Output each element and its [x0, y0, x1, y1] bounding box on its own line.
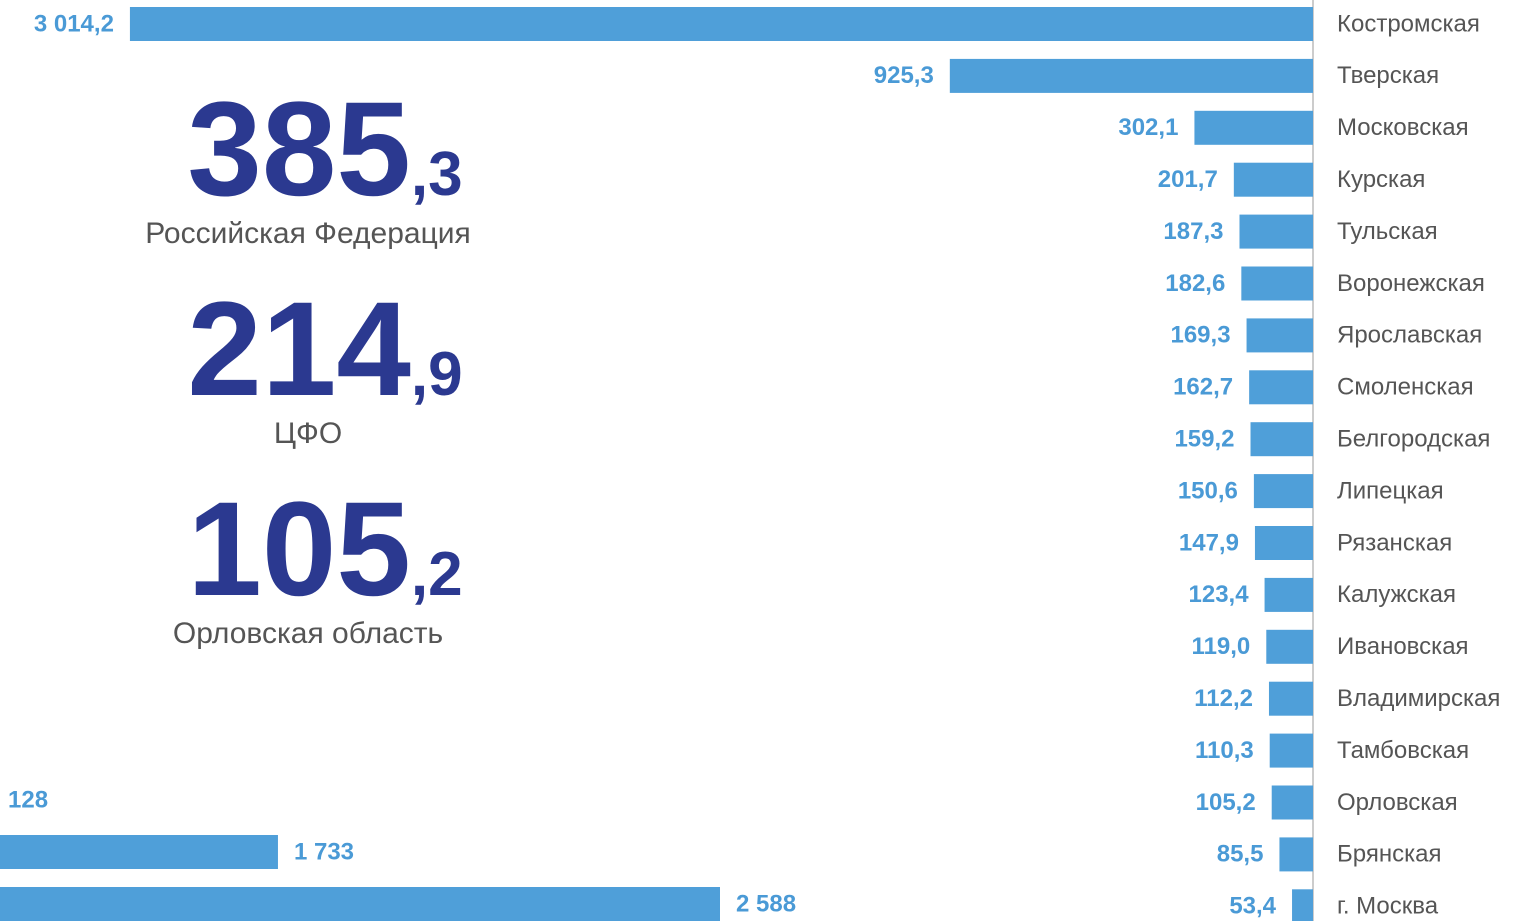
category-label: Орловская — [1337, 789, 1458, 816]
highlight-label: Российская Федерация — [145, 217, 471, 250]
bar — [1239, 214, 1313, 249]
bar — [1233, 162, 1313, 197]
bar — [1250, 422, 1313, 457]
category-label: Рязанская — [1337, 529, 1452, 556]
value-label: 302,1 — [1118, 114, 1178, 141]
value-label: 169,3 — [1170, 322, 1230, 349]
highlight-label: Орловская область — [173, 617, 443, 650]
category-label: Брянская — [1337, 841, 1441, 868]
highlight-fraction: ,2 — [411, 540, 463, 609]
category-label: Московская — [1337, 114, 1469, 141]
value-label: 85,5 — [1217, 841, 1264, 868]
category-label: Владимирская — [1337, 685, 1500, 712]
highlight-fraction: ,3 — [411, 140, 463, 209]
category-label: Тамбовская — [1337, 737, 1469, 764]
category-label: Калужская — [1337, 581, 1456, 608]
category-label: Тверская — [1337, 62, 1439, 89]
bar — [1249, 370, 1313, 405]
bar — [949, 58, 1313, 93]
highlight-label: ЦФО — [274, 417, 342, 450]
bar — [1241, 266, 1313, 301]
category-label: Костромская — [1337, 10, 1480, 37]
highlight-integer: 105 — [187, 475, 411, 624]
highlight-number: 105,2 — [187, 475, 462, 624]
highlight-number: 214,9 — [187, 275, 462, 424]
bar — [129, 7, 1313, 41]
value-label: 159,2 — [1174, 426, 1234, 453]
bar — [1269, 733, 1313, 768]
category-label: г. Москва — [1337, 893, 1439, 920]
bar — [1254, 526, 1313, 560]
bar — [1271, 785, 1313, 820]
bar — [1246, 318, 1313, 353]
value-label: 105,2 — [1196, 789, 1256, 816]
value-label: 187,3 — [1163, 218, 1223, 245]
bar — [1292, 889, 1313, 921]
value-label: 110,3 — [1195, 737, 1254, 764]
highlight-number: 385,3 — [187, 75, 462, 224]
bar — [1264, 577, 1313, 612]
value-label: 2 588 — [736, 890, 796, 917]
bar — [0, 835, 278, 869]
value-label: 201,7 — [1158, 166, 1218, 193]
category-label: Ярославская — [1337, 322, 1482, 349]
category-label: Смоленская — [1337, 374, 1474, 401]
category-label: Воронежская — [1337, 270, 1485, 297]
value-label: 3 014,2 — [34, 10, 114, 37]
category-label: Белгородская — [1337, 426, 1490, 453]
category-label: Липецкая — [1337, 477, 1444, 504]
value-label: 150,6 — [1178, 477, 1238, 504]
highlight-integer: 214 — [187, 275, 411, 424]
bar — [1194, 110, 1313, 145]
value-label: 123,4 — [1189, 581, 1250, 608]
value-label: 162,7 — [1173, 374, 1233, 401]
bar — [1253, 474, 1313, 509]
value-label: 128 — [8, 786, 48, 813]
value-label: 53,4 — [1229, 893, 1276, 920]
value-label: 1 733 — [294, 838, 354, 865]
bar — [0, 887, 720, 921]
bar — [1266, 629, 1313, 664]
bar — [1268, 681, 1313, 716]
value-label: 147,9 — [1179, 529, 1239, 556]
highlight-fraction: ,9 — [411, 340, 463, 409]
value-label: 925,3 — [874, 62, 934, 89]
category-label: Курская — [1337, 166, 1425, 193]
highlight-integer: 385 — [187, 75, 411, 224]
category-label: Тульская — [1337, 218, 1438, 245]
category-label: Ивановская — [1337, 633, 1469, 660]
value-label: 112,2 — [1194, 685, 1253, 712]
bar — [1279, 837, 1313, 872]
value-label: 119,0 — [1192, 633, 1251, 660]
value-label: 182,6 — [1165, 270, 1225, 297]
